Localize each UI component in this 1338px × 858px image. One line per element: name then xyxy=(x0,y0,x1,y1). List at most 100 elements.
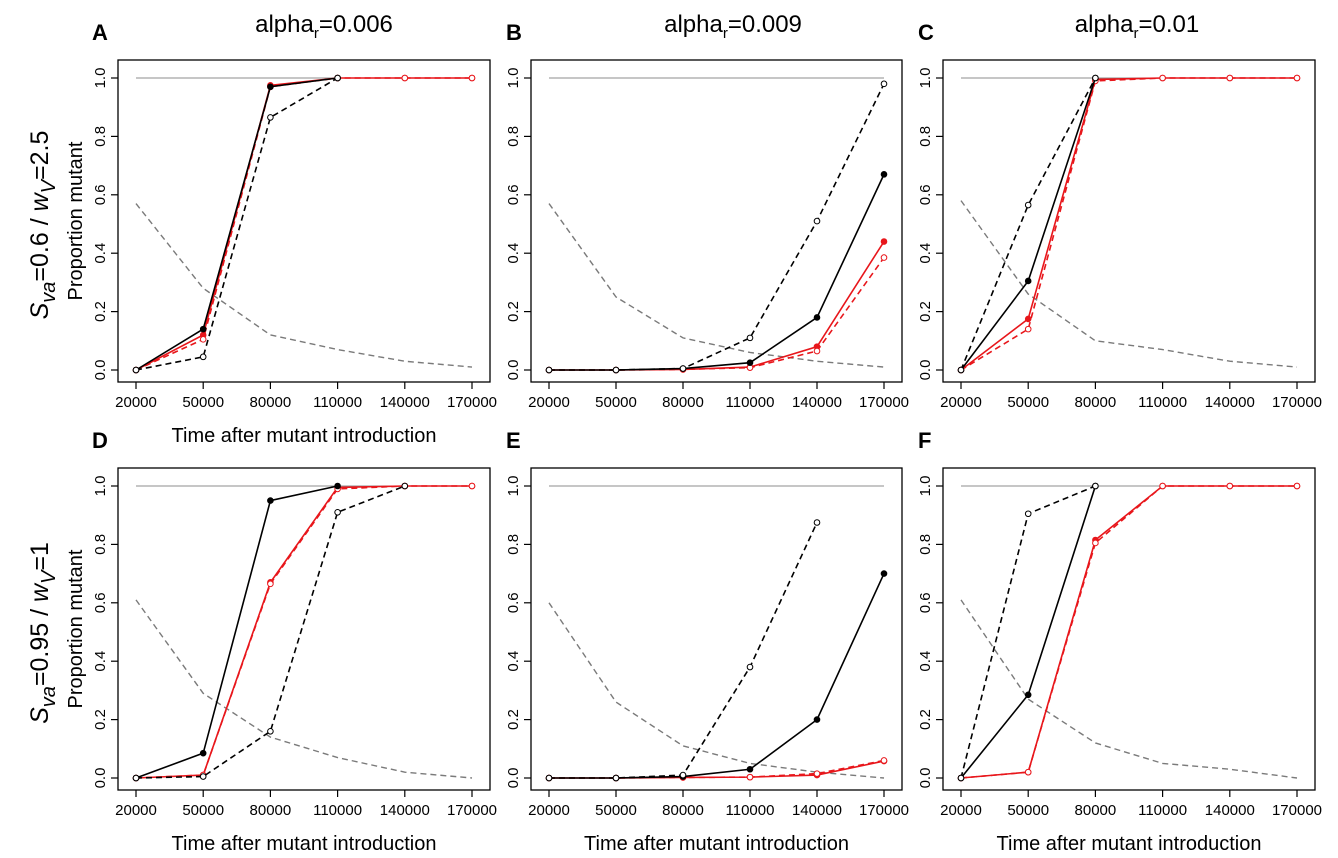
data-point xyxy=(334,74,341,82)
x-tick-label: 80000 xyxy=(250,802,292,819)
x-tick-label: 110000 xyxy=(1138,394,1187,411)
series-line xyxy=(960,599,1298,779)
panel-B: B 20000 50000 80000 110000 140000 170000 0.0 0.2… xyxy=(505,20,909,411)
series-black-dashed xyxy=(957,482,1099,782)
data-point xyxy=(199,749,207,757)
x-tick-label: 110000 xyxy=(313,394,362,411)
data-point xyxy=(199,353,207,361)
y-tick-label: 0.0 xyxy=(917,768,934,789)
y-tick-label: 0.6 xyxy=(917,592,934,613)
x-tick-label: 50000 xyxy=(1007,394,1049,411)
y-tick-label: 0.8 xyxy=(505,126,522,147)
series-line xyxy=(135,77,472,371)
y-tick-label: 0.4 xyxy=(92,651,109,672)
y-tick-label: 0.4 xyxy=(917,243,934,264)
x-tick-label: 20000 xyxy=(528,802,570,819)
panel-label-C: C xyxy=(918,20,934,45)
x-axis-label: Time after mutant introduction xyxy=(584,833,849,855)
data-point xyxy=(880,80,888,88)
plot-frame xyxy=(942,467,1316,791)
x-tick-label: 140000 xyxy=(792,802,842,819)
data-point xyxy=(199,773,207,780)
data-point xyxy=(132,774,140,782)
x-tick-label: 170000 xyxy=(859,802,909,819)
data-point xyxy=(746,765,754,773)
x-tick-label: 20000 xyxy=(115,394,157,411)
x-tick-label: 110000 xyxy=(726,394,775,411)
data-point xyxy=(957,366,965,374)
panel-F: F 20000 50000 80000 110000 140000 170000 0.0 0.2… xyxy=(917,428,1322,855)
x-tick-label: 80000 xyxy=(250,394,292,411)
series-line xyxy=(135,599,473,779)
data-point xyxy=(199,336,207,343)
y-tick-label: 0.4 xyxy=(505,651,522,672)
data-point xyxy=(132,366,140,374)
series-red-dashed xyxy=(957,482,1301,782)
series-line xyxy=(549,83,885,371)
series-line xyxy=(135,77,338,371)
data-point xyxy=(1024,315,1032,323)
x-tick-label: 80000 xyxy=(662,394,704,411)
series-decay_gray-dashed xyxy=(548,203,885,368)
series-line xyxy=(135,485,472,779)
data-point xyxy=(1293,74,1301,82)
series-red-solid xyxy=(957,74,1301,374)
data-point xyxy=(1226,482,1234,490)
series-decay_gray-dashed xyxy=(960,599,1298,779)
x-tick-label: 80000 xyxy=(1075,394,1117,411)
data-point xyxy=(957,774,965,782)
data-point xyxy=(1024,277,1032,285)
data-point xyxy=(1024,201,1032,209)
series-red-dashed xyxy=(957,74,1301,374)
x-tick-label: 170000 xyxy=(859,394,909,411)
y-tick-label: 1.0 xyxy=(505,68,522,89)
series-line xyxy=(135,77,472,371)
y-tick-label: 0.6 xyxy=(505,592,522,613)
y-tick-label: 0.0 xyxy=(505,360,522,381)
series-line xyxy=(135,77,339,371)
series-line xyxy=(549,241,885,371)
data-point xyxy=(746,663,754,671)
x-tick-label: 50000 xyxy=(595,394,637,411)
series-red-dashed xyxy=(132,74,476,374)
x-tick-label: 50000 xyxy=(182,802,224,819)
series-black-solid xyxy=(957,482,1099,782)
series-red-solid xyxy=(132,74,476,374)
data-point xyxy=(1092,482,1099,490)
x-axis-label: Time after mutant introduction xyxy=(172,833,437,855)
data-point xyxy=(199,325,207,333)
series-black-dashed xyxy=(545,519,821,782)
series-line xyxy=(960,485,1297,779)
series-line xyxy=(548,602,885,779)
series-black-dashed xyxy=(132,482,409,782)
data-point xyxy=(746,359,754,367)
series-line xyxy=(135,485,472,779)
series-line xyxy=(549,174,885,371)
series-red-solid xyxy=(957,482,1301,782)
data-point xyxy=(267,114,274,121)
plot-frame xyxy=(942,59,1316,383)
x-tick-label: 20000 xyxy=(940,802,982,819)
y-axis-label: Proportion mutant xyxy=(65,141,87,300)
series-black-solid xyxy=(545,171,888,374)
data-point xyxy=(880,570,888,577)
series-red-solid xyxy=(132,482,476,782)
series-line xyxy=(960,485,1297,779)
x-tick-label: 110000 xyxy=(726,802,775,819)
column-title-3: alphar=0.01 xyxy=(1075,11,1199,42)
y-tick-label: 0.4 xyxy=(92,243,109,264)
y-tick-label: 1.0 xyxy=(917,68,934,89)
series-red-dashed xyxy=(545,254,888,374)
y-tick-label: 0.4 xyxy=(917,651,934,672)
x-tick-label: 50000 xyxy=(1007,802,1049,819)
x-tick-label: 20000 xyxy=(940,394,982,411)
series-red-dashed xyxy=(132,482,476,782)
y-tick-label: 0.0 xyxy=(92,360,109,381)
panel-label-F: F xyxy=(918,428,931,453)
panel-E: E 20000 50000 80000 110000 140000 170000 0.0 0.2… xyxy=(505,428,909,855)
y-tick-label: 1.0 xyxy=(917,476,934,497)
data-point xyxy=(813,314,821,321)
data-point xyxy=(880,171,888,178)
x-tick-label: 170000 xyxy=(1272,802,1322,819)
